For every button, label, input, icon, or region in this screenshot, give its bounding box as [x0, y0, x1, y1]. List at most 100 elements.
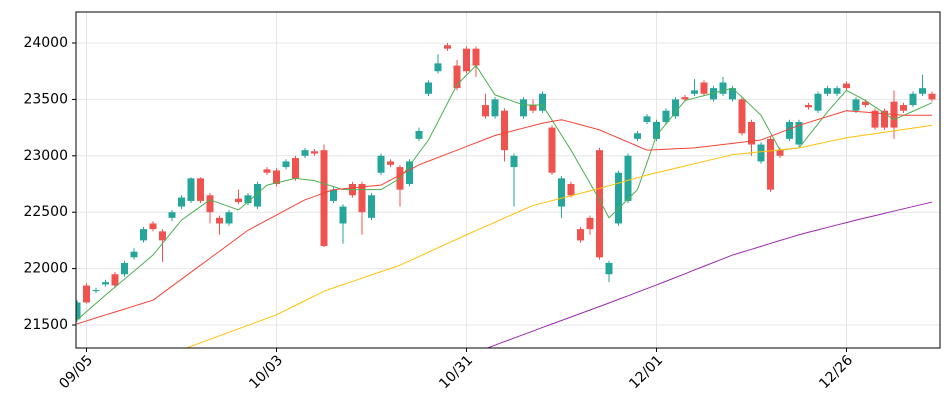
candle-body	[140, 229, 147, 241]
candle-body	[615, 172, 622, 224]
candle-body	[491, 99, 499, 117]
candle-body	[273, 170, 280, 185]
candle-body	[444, 45, 451, 49]
candle-body	[330, 189, 337, 201]
candle-body	[672, 99, 679, 117]
candle-body	[225, 212, 233, 224]
candle-body	[168, 212, 176, 218]
candle-body	[738, 99, 746, 134]
candle-body	[83, 285, 90, 303]
candle-body	[605, 262, 613, 275]
candle-body	[900, 105, 907, 111]
candle-body	[624, 155, 632, 201]
x-tick-label: 09/05	[56, 352, 96, 392]
candle-body	[197, 178, 204, 201]
candle-body	[178, 197, 185, 207]
candle-body	[130, 251, 138, 258]
candle-body	[472, 48, 480, 66]
candle-body	[235, 198, 242, 203]
candle-body	[254, 184, 261, 207]
candle-body	[700, 82, 708, 94]
candle-body	[653, 121, 660, 139]
candle-body	[434, 63, 442, 72]
candle-body	[691, 90, 698, 94]
candle-body	[909, 93, 917, 106]
x-tick-label: 10/31	[436, 352, 476, 392]
candle-body	[510, 155, 518, 168]
candle-body	[463, 48, 470, 72]
candle-body	[311, 151, 318, 154]
candle-body	[634, 133, 641, 139]
candle-body	[767, 138, 774, 190]
candle-body	[719, 82, 727, 94]
candle-body	[681, 97, 689, 100]
y-tick-label: 23500	[23, 91, 68, 107]
y-tick-label: 22000	[23, 261, 68, 277]
candle-body	[833, 88, 841, 94]
candle-body	[216, 217, 223, 224]
candle-body	[520, 99, 527, 117]
moving-average-line	[76, 64, 933, 321]
candle-body	[111, 274, 119, 286]
candle-body	[919, 88, 926, 94]
moving-average-line	[485, 201, 933, 348]
candle-body	[843, 83, 850, 89]
candle-body	[92, 290, 100, 292]
candle-body	[292, 158, 299, 179]
candle-body	[539, 93, 546, 111]
candle-body	[121, 262, 128, 275]
candle-body	[862, 101, 869, 106]
candle-body	[149, 223, 157, 230]
candle-body	[596, 150, 603, 258]
candle-body	[871, 110, 879, 128]
candle-body	[406, 161, 413, 185]
moving-average-line	[184, 124, 933, 348]
candle-body	[387, 161, 394, 165]
y-tick-label: 21500	[23, 317, 68, 333]
y-tick-label: 22500	[23, 204, 68, 220]
candle-body	[482, 105, 489, 117]
candle-body	[320, 150, 328, 247]
candle-body	[548, 127, 556, 173]
x-tick-label: 12/26	[816, 352, 856, 392]
candle-body	[159, 231, 166, 241]
candle-body	[263, 169, 271, 173]
candle-body	[339, 206, 347, 224]
candle-body	[748, 121, 755, 145]
candle-body	[795, 121, 803, 145]
candle-body	[776, 150, 784, 156]
y-tick-label: 23000	[23, 148, 68, 164]
candle-body	[824, 88, 831, 94]
candle-body	[786, 121, 793, 139]
candle-body	[757, 144, 765, 162]
candle-body	[729, 88, 736, 100]
candle-body	[805, 105, 812, 108]
candle-body	[529, 105, 537, 111]
candle-body	[577, 229, 584, 241]
candle-body	[102, 282, 109, 285]
candle-body	[928, 93, 936, 100]
plot-frame	[75, 11, 941, 349]
candle-body	[206, 195, 214, 213]
candle-body	[453, 65, 461, 89]
x-tick-label: 12/01	[626, 352, 666, 392]
x-tick-label: 10/03	[246, 352, 286, 392]
grid	[76, 12, 940, 348]
candle-body	[301, 150, 309, 156]
candle-body	[415, 130, 423, 139]
candle-body	[76, 302, 81, 320]
candle-body	[368, 195, 375, 218]
candle-body	[558, 178, 565, 207]
candle-body	[282, 161, 290, 168]
candle-body	[244, 195, 252, 204]
candle-body	[814, 93, 822, 111]
candle-body	[586, 217, 594, 230]
candle-body	[710, 88, 717, 100]
candle-body	[567, 184, 575, 196]
candle-body	[852, 99, 860, 111]
candle-body	[881, 110, 888, 128]
candle-body	[425, 82, 432, 94]
y-tick-label: 24000	[23, 35, 68, 51]
candle-body	[662, 110, 670, 122]
